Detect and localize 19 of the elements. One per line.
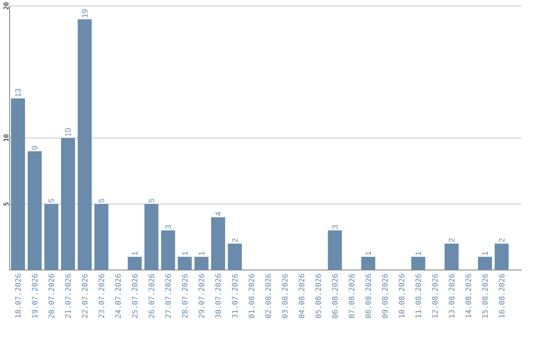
bar bbox=[361, 256, 376, 270]
bar bbox=[444, 244, 459, 270]
bar bbox=[61, 138, 76, 270]
bar bbox=[28, 151, 42, 270]
bar bbox=[94, 204, 108, 270]
bar bbox=[478, 256, 492, 270]
bar bbox=[328, 230, 342, 270]
bar bbox=[178, 256, 192, 270]
bar bbox=[211, 217, 226, 270]
bar bbox=[494, 244, 509, 270]
bar bbox=[411, 256, 426, 270]
bar bbox=[194, 256, 208, 270]
bar bbox=[44, 204, 58, 270]
bar bbox=[161, 230, 176, 270]
bar bbox=[128, 256, 142, 270]
bar bbox=[78, 19, 92, 270]
bar bbox=[144, 204, 158, 270]
bar bbox=[11, 98, 25, 270]
bar bbox=[228, 244, 242, 270]
